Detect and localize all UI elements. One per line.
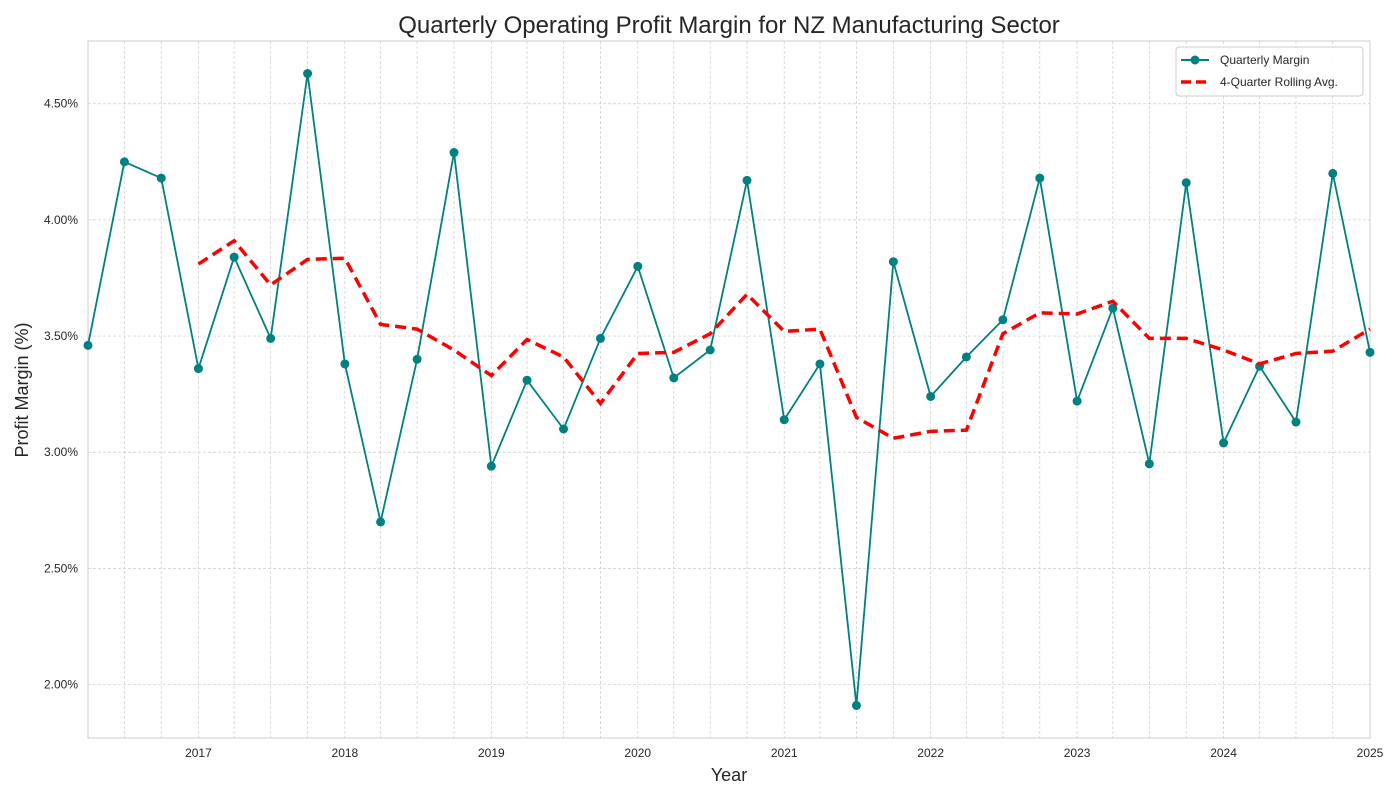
x-tick-label: 2023 xyxy=(1064,746,1091,760)
y-tick-label: 2.00% xyxy=(44,678,78,692)
data-point-quarterly-margin xyxy=(559,424,569,434)
data-point-quarterly-margin xyxy=(229,252,239,262)
x-tick-label: 2022 xyxy=(917,746,944,760)
data-point-quarterly-margin xyxy=(815,359,825,369)
y-tick-label: 4.00% xyxy=(44,213,78,227)
legend: Quarterly Margin 4-Quarter Rolling Avg. xyxy=(1175,46,1364,97)
x-tick-label: 2018 xyxy=(332,746,359,760)
y-axis: 2.00% 2.50% 3.00% 3.50% 4.00% 4.50% xyxy=(44,97,78,692)
x-tick-label: 2019 xyxy=(478,746,505,760)
legend-label-quarterly: Quarterly Margin xyxy=(1220,53,1309,67)
data-point-quarterly-margin xyxy=(522,375,532,385)
data-point-quarterly-margin xyxy=(449,148,459,158)
plot-frame xyxy=(87,40,1371,739)
series xyxy=(83,69,1375,710)
series-line-quarterly-margin xyxy=(87,73,1371,706)
data-point-quarterly-margin xyxy=(669,373,679,383)
data-point-quarterly-margin xyxy=(486,461,496,471)
x-axis: 2017 2018 2019 2020 2021 2022 2023 2024 2025 xyxy=(185,746,1384,760)
data-point-quarterly-margin xyxy=(961,352,971,362)
data-point-quarterly-margin xyxy=(1035,173,1045,183)
legend-box xyxy=(1175,46,1364,97)
data-point-quarterly-margin xyxy=(633,261,643,271)
y-tick-label: 4.50% xyxy=(44,97,78,111)
data-point-quarterly-margin xyxy=(1219,438,1229,448)
data-point-quarterly-margin xyxy=(705,345,715,355)
data-point-quarterly-margin xyxy=(1328,168,1338,178)
data-point-quarterly-margin xyxy=(851,700,861,710)
data-point-quarterly-margin xyxy=(742,175,752,185)
y-axis-label: Profit Margin (%) xyxy=(12,322,32,457)
x-axis-label: Year xyxy=(711,765,747,785)
data-point-quarterly-margin xyxy=(595,333,605,343)
data-point-quarterly-margin xyxy=(156,173,166,183)
data-point-quarterly-margin xyxy=(303,69,313,79)
data-point-quarterly-margin xyxy=(926,391,936,401)
y-tick-label: 3.50% xyxy=(44,329,78,343)
x-tick-label: 2017 xyxy=(185,746,212,760)
x-tick-label: 2021 xyxy=(771,746,798,760)
y-tick-label: 2.50% xyxy=(44,561,78,575)
data-point-quarterly-margin xyxy=(998,315,1008,325)
data-point-quarterly-margin xyxy=(340,359,350,369)
legend-label-rolling: 4-Quarter Rolling Avg. xyxy=(1220,75,1338,89)
data-point-quarterly-margin xyxy=(779,415,789,425)
legend-marker-quarterly xyxy=(1190,55,1200,65)
data-point-quarterly-margin xyxy=(1072,396,1082,406)
data-point-quarterly-margin xyxy=(1365,347,1375,357)
x-tick-label: 2025 xyxy=(1357,746,1384,760)
grid xyxy=(87,41,1371,738)
data-point-quarterly-margin xyxy=(83,340,93,350)
data-point-quarterly-margin xyxy=(193,364,203,374)
chart-title: Quarterly Operating Profit Margin for NZ… xyxy=(398,12,1060,39)
data-point-quarterly-margin xyxy=(376,517,386,527)
data-point-quarterly-margin xyxy=(888,257,898,267)
data-point-quarterly-margin xyxy=(1144,459,1154,469)
data-point-quarterly-margin xyxy=(266,333,276,343)
data-point-quarterly-margin xyxy=(119,157,129,167)
data-point-quarterly-margin xyxy=(412,354,422,364)
x-tick-label: 2024 xyxy=(1210,746,1237,760)
data-point-quarterly-margin xyxy=(1181,178,1191,188)
x-tick-label: 2020 xyxy=(624,746,651,760)
data-point-quarterly-margin xyxy=(1291,417,1301,427)
y-tick-label: 3.00% xyxy=(44,445,78,459)
